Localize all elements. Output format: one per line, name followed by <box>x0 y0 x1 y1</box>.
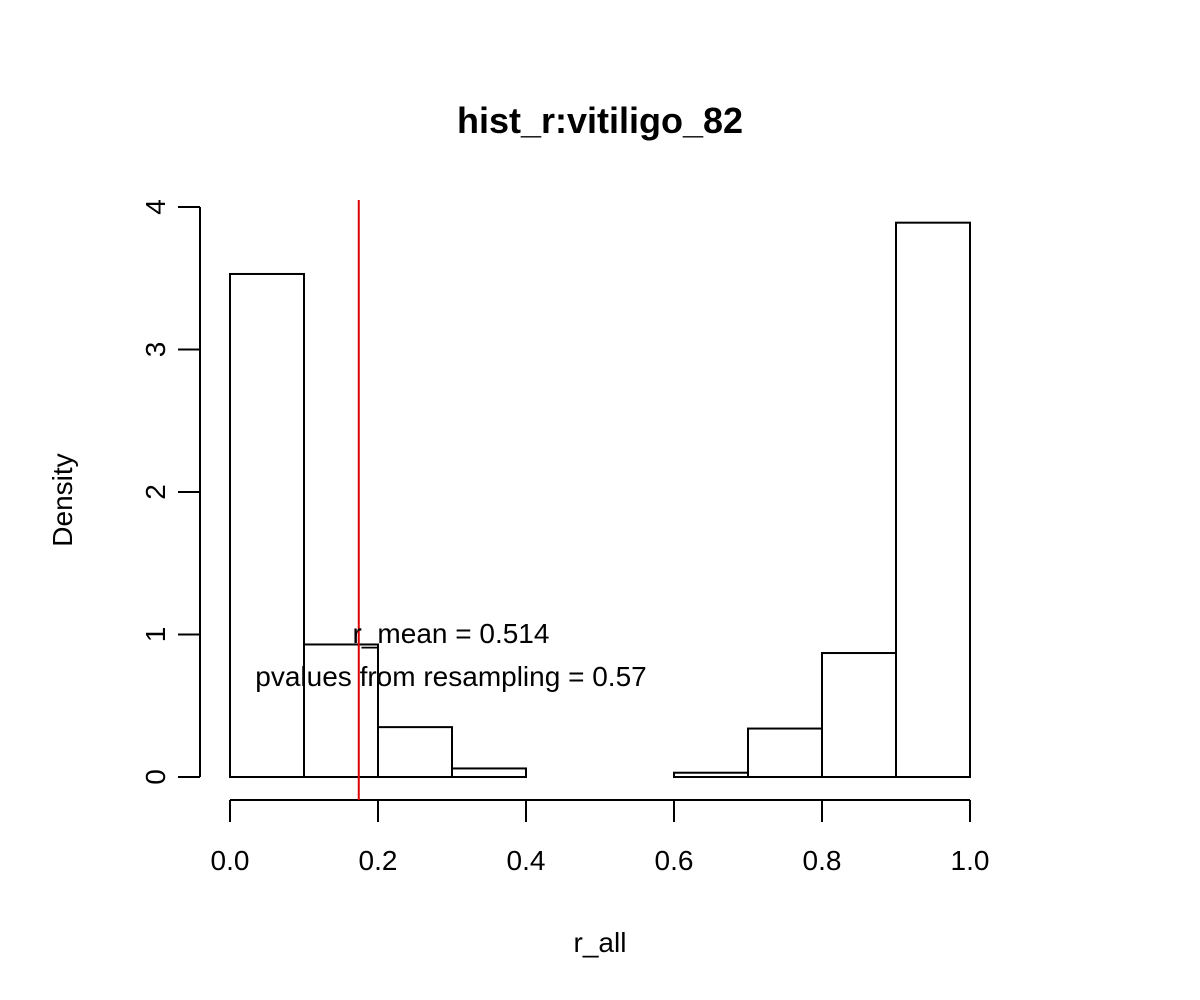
histogram-bar <box>673 771 749 778</box>
y-tick-label: 1 <box>140 627 171 643</box>
histogram-bar <box>377 726 453 778</box>
x-axis: 0.0 0.2 0.4 0.6 0.8 1.0 <box>211 799 990 876</box>
annotation-r-mean: r_mean = 0.514 <box>353 618 550 649</box>
x-axis-label: r_all <box>574 927 627 958</box>
bars-group <box>229 221 971 779</box>
y-tick-label: 2 <box>140 484 171 500</box>
x-tick-label: 0.8 <box>803 845 842 876</box>
x-tick-label: 1.0 <box>951 845 990 876</box>
annotation-pvalue: pvalues from resampling = 0.57 <box>255 661 646 692</box>
x-tick-label: 0.2 <box>359 845 398 876</box>
y-tick-label: 4 <box>140 199 171 215</box>
x-tick-label: 0.0 <box>211 845 250 876</box>
histogram-bar <box>821 652 897 779</box>
histogram-bar <box>303 643 379 778</box>
x-tick-label: 0.6 <box>655 845 694 876</box>
y-tick-label: 3 <box>140 342 171 358</box>
histogram-bar <box>895 221 971 779</box>
y-axis-label: Density <box>47 453 78 546</box>
histogram-bar <box>451 767 527 779</box>
y-tick-label: 0 <box>140 769 171 785</box>
x-tick-label: 0.4 <box>507 845 546 876</box>
histogram-bar <box>229 272 305 778</box>
histogram-bar <box>747 727 823 778</box>
chart-title: hist_r:vitiligo_82 <box>457 100 743 141</box>
y-axis: 0 1 2 3 4 <box>140 199 201 785</box>
